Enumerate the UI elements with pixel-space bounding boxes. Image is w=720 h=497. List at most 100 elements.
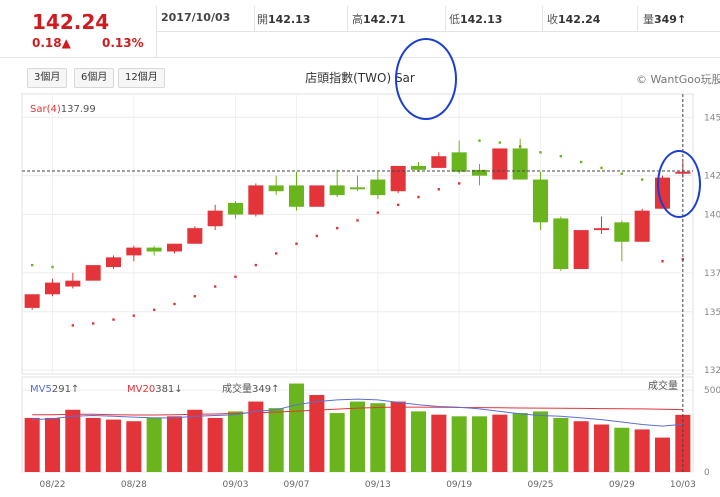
sar-point xyxy=(661,260,664,263)
price-tick-label: 140 xyxy=(704,211,720,221)
volume-bar xyxy=(268,408,284,472)
sar-point xyxy=(315,234,319,238)
date-tick-label: 09/25 xyxy=(528,480,554,490)
candle-body xyxy=(44,282,61,295)
volume-legend: 成交量349↑ xyxy=(222,382,279,395)
candle-body xyxy=(146,247,162,252)
range-6-month-button[interactable]: 6個月 xyxy=(74,68,115,88)
mv5-legend: MV5291↑ xyxy=(30,384,79,395)
last-price: 142.24 xyxy=(32,10,110,34)
volume-bar xyxy=(593,424,610,472)
volume-tick-label: 0 xyxy=(704,468,710,478)
volume-bar xyxy=(573,421,589,472)
sar-point xyxy=(173,302,176,306)
volume-bar xyxy=(370,403,386,472)
price-tick-label: 132 xyxy=(704,366,720,376)
volume-bar xyxy=(166,416,183,472)
range-12-month-button[interactable]: 12個月 xyxy=(118,68,165,88)
candle-body xyxy=(593,228,610,231)
candle-body xyxy=(431,156,447,168)
price-axis: 132 135 137 140 142 145 xyxy=(704,113,720,376)
volume-bar xyxy=(309,395,325,472)
divider xyxy=(445,6,446,32)
sar-point xyxy=(112,318,115,321)
candle-body xyxy=(634,210,650,242)
high-value: 高142.71 xyxy=(352,13,406,26)
volume-value: 量349↑ xyxy=(643,13,687,26)
sar-point xyxy=(579,160,583,164)
volume-bar xyxy=(329,413,345,472)
candle-body xyxy=(614,222,630,242)
sar-point xyxy=(213,285,217,288)
candle-body xyxy=(105,257,122,268)
chart-title: 店頭指數(TWO) Sar xyxy=(305,71,415,85)
volume-bar xyxy=(431,414,447,472)
candle-body xyxy=(512,148,528,180)
low-value: 低142.13 xyxy=(449,13,503,26)
divider xyxy=(347,6,348,32)
candle-body xyxy=(329,185,345,196)
candle-body xyxy=(492,148,508,180)
candle-body xyxy=(207,210,223,227)
sar-point xyxy=(91,322,95,325)
date-tick-label: 10/03 xyxy=(670,480,696,490)
sar-point xyxy=(376,211,380,214)
candle-body xyxy=(309,185,325,207)
date-axis: 08/22 08/28 09/03 09/07 09/13 09/19 09/25 09/29… xyxy=(40,480,696,490)
price-panel: 132 135 137 140 142 145 Sar(4)137.99 xyxy=(21,93,720,376)
sar-point xyxy=(478,139,481,142)
volume-bar xyxy=(451,416,467,472)
date-tick-label: 09/13 xyxy=(365,480,391,490)
candle-body xyxy=(573,230,589,269)
candle-body xyxy=(451,152,467,172)
site-credit: © WantGoo玩股網 xyxy=(636,73,720,86)
mv20-line xyxy=(32,406,683,416)
price-tick-label: 137 xyxy=(704,269,720,279)
divider xyxy=(542,6,543,32)
candle-body xyxy=(288,185,305,207)
candlestick-series xyxy=(24,138,691,310)
date-tick-label: 09/29 xyxy=(609,480,635,490)
sar-point xyxy=(132,314,136,317)
volume-bar xyxy=(24,417,40,472)
sar-point xyxy=(356,219,359,222)
candle-body xyxy=(126,247,142,256)
date-tick-label: 09/07 xyxy=(284,480,310,490)
price-tick-label: 145 xyxy=(704,113,720,123)
volume-bar xyxy=(146,417,162,472)
volume-bar xyxy=(126,421,142,472)
range-3-month-button[interactable]: 3個月 xyxy=(27,68,68,88)
candle-body xyxy=(187,228,203,244)
sar-point xyxy=(498,141,502,144)
candle-body xyxy=(248,185,264,215)
sar-point xyxy=(295,242,298,245)
volume-bar xyxy=(532,411,549,472)
annotation-circle xyxy=(395,38,457,120)
volume-bar xyxy=(410,411,427,472)
annotation-circle xyxy=(657,150,701,218)
volume-bar xyxy=(85,417,101,472)
volume-axis-label: 成交量 xyxy=(648,379,678,392)
sar-point xyxy=(457,182,461,185)
volume-bar xyxy=(44,417,61,472)
price-panel-frame xyxy=(21,93,694,375)
volume-bar xyxy=(614,427,630,472)
sar-point xyxy=(152,308,156,312)
candle-body xyxy=(390,165,406,192)
volume-bar xyxy=(471,416,488,472)
candle-body xyxy=(65,280,81,287)
candle-body xyxy=(471,169,488,176)
volume-bar xyxy=(553,417,569,472)
volume-tick-label: 500 xyxy=(704,386,720,396)
candle-body xyxy=(349,187,366,190)
price-tick-label: 135 xyxy=(704,308,720,318)
quote-date: 2017/10/03 xyxy=(161,11,231,24)
candle-body xyxy=(532,179,549,223)
candle-body xyxy=(370,179,386,196)
volume-bar xyxy=(390,401,406,472)
candle-body xyxy=(410,165,427,170)
sar-point xyxy=(193,295,197,298)
sar-legend: Sar(4)137.99 xyxy=(30,104,96,115)
candle-body xyxy=(268,185,284,192)
